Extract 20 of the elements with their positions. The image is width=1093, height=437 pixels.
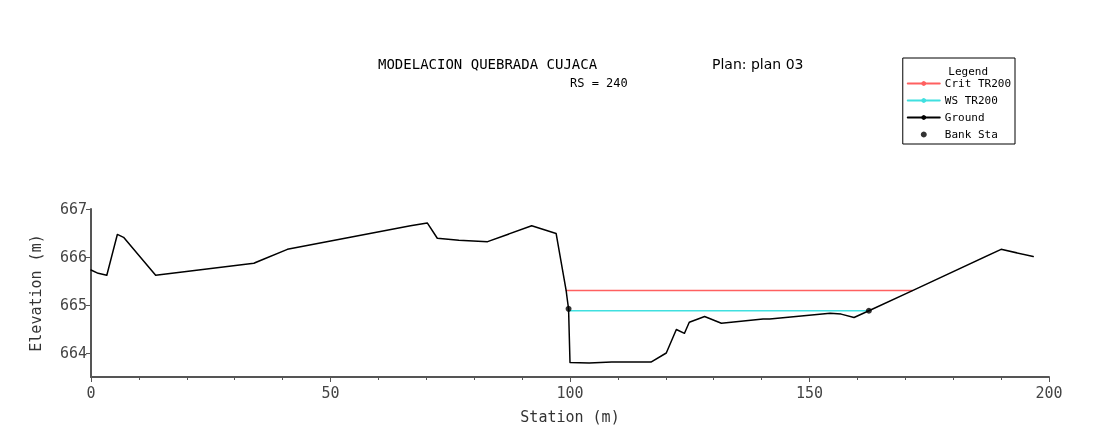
y-tick-label: 666 <box>59 248 87 266</box>
y-tick-label: 664 <box>59 344 87 362</box>
legend-label: Crit TR200 <box>944 77 1012 90</box>
x-tick-label: 0 <box>86 383 96 402</box>
x-tick-label: 50 <box>321 383 340 402</box>
y-tick-label: 667 <box>59 200 87 218</box>
legend-label: Bank Sta <box>944 128 998 141</box>
x-tick-label: 150 <box>795 383 824 402</box>
chart-subtitle: RS = 240 <box>570 76 628 90</box>
chart-title: MODELACION QUEBRADA CUJACA <box>378 56 598 72</box>
x-tick-label: 100 <box>556 383 584 402</box>
legend-title: Legend <box>948 65 989 78</box>
y-axis-title: Elevation (m) <box>26 234 45 352</box>
legend-label: WS TR200 <box>944 94 998 107</box>
legend-label: Ground <box>944 111 985 124</box>
line-series <box>90 222 1034 364</box>
x-axis-title: Station (m) <box>520 407 620 426</box>
x-tick-label: 200 <box>1035 383 1063 402</box>
y-tick-label: 665 <box>59 296 87 314</box>
text: Plan: plan 03 <box>712 56 804 72</box>
